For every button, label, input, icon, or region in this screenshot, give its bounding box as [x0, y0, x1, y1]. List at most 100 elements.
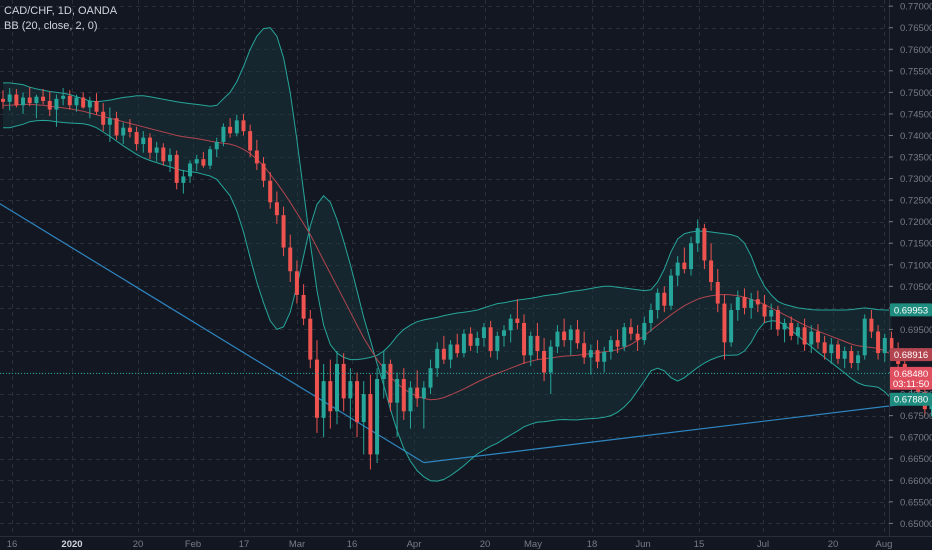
- candle-body: [74, 97, 79, 106]
- candle: [568, 325, 573, 356]
- candle: [121, 122, 126, 145]
- candle-body: [107, 118, 112, 125]
- candle: [548, 340, 553, 395]
- candle: [254, 139, 259, 170]
- candle-body: [1, 98, 5, 102]
- price-label-text: 0.67880: [894, 395, 928, 406]
- time-axis-label: 20: [828, 539, 839, 550]
- trendline: [0, 203, 425, 464]
- price-axis-label: 0.70500: [900, 282, 932, 293]
- candle: [355, 372, 360, 438]
- time-axis[interactable]: 16 2020 20 Feb 17 Mar 16 Apr 20 May 18 Jun 15 Jul 20 Au…: [7, 539, 893, 550]
- candle: [381, 350, 386, 399]
- trendline: [423, 404, 899, 464]
- candle-body: [495, 335, 500, 351]
- indicator-title[interactable]: BB (20, close, 2, 0): [4, 20, 98, 32]
- candle: [435, 342, 440, 377]
- candle-body: [608, 340, 613, 352]
- candle: [228, 118, 233, 138]
- time-axis-label: 15: [694, 539, 705, 550]
- candle: [127, 119, 132, 138]
- candle-body: [836, 344, 840, 359]
- time-axis-label: Aug: [876, 539, 893, 550]
- candle: [702, 223, 707, 270]
- candle-body: [802, 327, 807, 345]
- candle: [749, 292, 754, 319]
- candle-body: [869, 318, 874, 332]
- price-axis-label: 0.67000: [900, 433, 932, 444]
- candle-body: [208, 149, 213, 166]
- candle: [769, 303, 774, 330]
- candle-body: [408, 387, 413, 412]
- candle: [134, 126, 139, 151]
- candle: [74, 94, 79, 112]
- candle-body: [7, 94, 12, 102]
- candle-body: [829, 344, 834, 354]
- candle: [1, 90, 5, 109]
- time-axis-label: 16: [7, 539, 18, 550]
- candle: [876, 325, 881, 360]
- candle-body: [421, 387, 426, 399]
- price-axis-label: 0.65500: [900, 497, 932, 508]
- candle-body: [709, 260, 714, 283]
- candle-body: [441, 348, 446, 360]
- price-axis-label: 0.65000: [900, 519, 932, 530]
- candle-body: [281, 215, 286, 248]
- candle: [234, 114, 239, 137]
- candle-body: [809, 331, 814, 345]
- candle-body: [695, 228, 700, 244]
- candle: [522, 314, 527, 364]
- symbol-title[interactable]: CAD/CHF, 1D, OANDA: [4, 5, 118, 17]
- candle: [395, 372, 400, 438]
- candle-body: [34, 96, 39, 104]
- candle-body: [127, 127, 132, 133]
- price-axis-label: 0.76000: [900, 45, 932, 56]
- price-label-countdown: 03:11:50: [890, 376, 932, 390]
- candle: [495, 331, 500, 360]
- candle: [308, 310, 313, 369]
- candle-body: [27, 97, 32, 104]
- chart-legend: CAD/CHF, 1D, OANDA BB (20, close, 2, 0): [4, 4, 117, 34]
- candle-body: [301, 294, 306, 319]
- candle: [154, 141, 159, 162]
- candle: [288, 234, 293, 283]
- candle: [47, 91, 52, 117]
- trendlines[interactable]: [0, 189, 899, 464]
- candle: [608, 335, 613, 360]
- candle: [856, 350, 861, 371]
- candle-body: [375, 378, 380, 455]
- candle: [849, 345, 854, 369]
- candle-body: [595, 350, 600, 362]
- candle: [147, 133, 152, 160]
- candle: [481, 322, 486, 347]
- candle-body: [862, 318, 867, 356]
- candle-body: [562, 331, 567, 341]
- candle-body: [381, 363, 386, 379]
- candle-body: [41, 96, 46, 101]
- price-label-box: [890, 303, 932, 317]
- candle: [709, 243, 714, 291]
- candle: [795, 322, 800, 345]
- candle: [141, 131, 146, 153]
- price-axis-label: 0.77000: [900, 2, 932, 13]
- candle: [261, 157, 266, 188]
- candle-body: [321, 381, 326, 418]
- candle-body: [575, 329, 580, 344]
- price-axis-label: 0.75000: [900, 88, 932, 99]
- candle-body: [248, 131, 253, 151]
- candle: [181, 169, 186, 194]
- candle: [762, 294, 767, 323]
- candle: [87, 96, 92, 119]
- candle-body: [749, 299, 754, 308]
- candle: [461, 329, 466, 358]
- price-label-text: 0.69953: [894, 305, 928, 316]
- candle: [542, 338, 547, 382]
- candle: [842, 346, 847, 369]
- candle-body: [876, 331, 881, 354]
- candle: [421, 381, 426, 429]
- candle: [735, 290, 740, 321]
- candle: [615, 329, 620, 354]
- candle-body: [428, 368, 433, 388]
- candle-body: [54, 98, 59, 110]
